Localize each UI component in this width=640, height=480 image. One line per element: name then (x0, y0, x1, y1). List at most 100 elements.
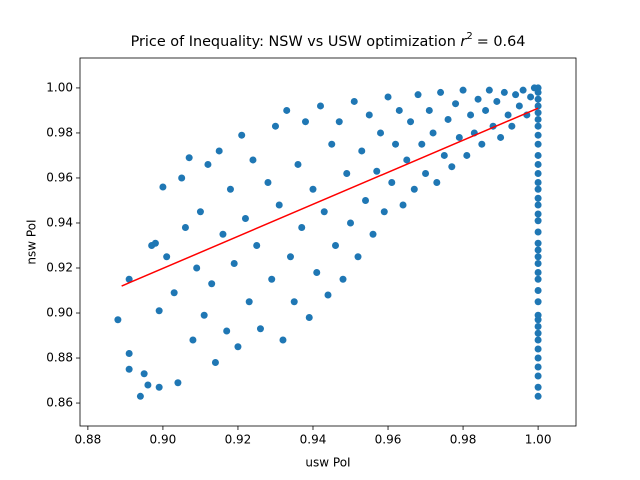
point (534, 345, 542, 353)
point (493, 97, 501, 105)
point (534, 140, 542, 148)
point (159, 183, 167, 191)
point (163, 253, 171, 261)
point (440, 151, 448, 159)
point (534, 228, 542, 236)
point (515, 102, 523, 110)
fit-line (121, 107, 539, 287)
point (301, 118, 309, 126)
point (196, 208, 204, 216)
axes-frame (79, 57, 577, 427)
point (534, 102, 542, 110)
x-tick-label: 1.00 (525, 433, 552, 447)
point (294, 160, 302, 168)
point (332, 241, 340, 249)
point (444, 115, 452, 123)
point (534, 95, 542, 103)
point (534, 287, 542, 295)
point (534, 178, 542, 186)
point (448, 163, 456, 171)
y-axis-label: nsw PoI (25, 219, 39, 264)
point (189, 336, 197, 344)
point (181, 223, 189, 231)
point (534, 239, 542, 247)
point (151, 239, 159, 247)
point (534, 115, 542, 123)
point (140, 370, 148, 378)
point (215, 147, 223, 155)
point (114, 316, 122, 324)
point (508, 122, 516, 130)
point (392, 140, 400, 148)
point (388, 178, 396, 186)
point (230, 259, 238, 267)
point (534, 372, 542, 380)
point (534, 268, 542, 276)
point (410, 185, 418, 193)
point (534, 194, 542, 202)
point (264, 178, 272, 186)
point (534, 217, 542, 225)
point (519, 86, 527, 94)
point (429, 129, 437, 137)
point (241, 214, 249, 222)
point (399, 201, 407, 209)
point (534, 185, 542, 193)
x-tick-label: 0.98 (450, 433, 477, 447)
point (403, 156, 411, 164)
point (343, 169, 351, 177)
point (256, 325, 264, 333)
point (125, 350, 133, 358)
point (500, 88, 508, 96)
point (279, 336, 287, 344)
point (377, 129, 385, 137)
point (437, 88, 445, 96)
point (268, 275, 276, 283)
point (534, 151, 542, 159)
point (534, 253, 542, 261)
point (178, 174, 186, 182)
point (350, 97, 358, 105)
point (305, 314, 313, 322)
point (347, 219, 355, 227)
point (534, 298, 542, 306)
x-tick-label: 0.96 (375, 433, 402, 447)
point (365, 111, 373, 119)
point (534, 363, 542, 371)
point (425, 106, 433, 114)
point (185, 154, 193, 162)
point (298, 223, 306, 231)
point (362, 196, 370, 204)
point (534, 275, 542, 283)
point (530, 84, 538, 92)
point (534, 336, 542, 344)
point (534, 109, 542, 117)
y-tick-label: 0.88 (46, 351, 73, 365)
point (245, 298, 253, 306)
point (422, 169, 430, 177)
point (384, 93, 392, 101)
point (211, 359, 219, 367)
y-tick-label: 0.92 (46, 260, 73, 274)
point (418, 140, 426, 148)
point (534, 259, 542, 267)
point (534, 131, 542, 139)
point (125, 275, 133, 283)
point (534, 246, 542, 254)
point (208, 280, 216, 288)
point (534, 354, 542, 362)
point (339, 275, 347, 283)
point (271, 122, 279, 130)
point (534, 122, 542, 130)
y-tick-label: 1.00 (46, 80, 73, 94)
title-exponent: 2 (466, 31, 472, 42)
point (226, 185, 234, 193)
point (320, 208, 328, 216)
title-value: = 0.64 (477, 34, 526, 50)
point (534, 210, 542, 218)
y-tick-label: 0.98 (46, 125, 73, 139)
point (534, 329, 542, 337)
point (504, 111, 512, 119)
